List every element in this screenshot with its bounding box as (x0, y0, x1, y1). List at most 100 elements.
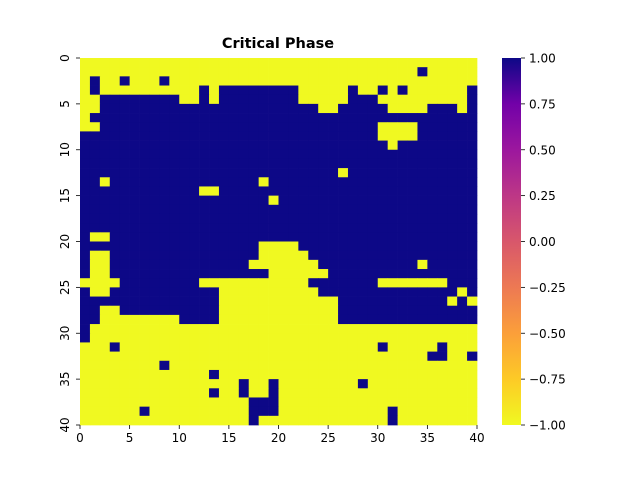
heatmap-cell (278, 223, 289, 233)
heatmap-cell (258, 168, 269, 178)
heatmap-cell (447, 342, 458, 352)
heatmap-cell (347, 94, 359, 105)
heatmap-cell (169, 305, 180, 316)
heatmap-cell (347, 324, 359, 334)
heatmap-cell (258, 406, 269, 417)
heatmap-cell (209, 369, 220, 380)
heatmap-cell (99, 250, 111, 261)
heatmap-cell (397, 278, 408, 288)
heatmap-cell (258, 296, 269, 307)
heatmap-cell (248, 351, 259, 362)
heatmap-cell (159, 241, 170, 252)
heatmap-cell (298, 324, 309, 334)
heatmap-cell (169, 76, 180, 86)
heatmap-cell (357, 324, 369, 334)
heatmap-cell (238, 314, 250, 325)
heatmap-cell (387, 278, 398, 288)
heatmap-cell (397, 369, 408, 380)
heatmap-cell (228, 168, 240, 178)
heatmap-cell (288, 195, 299, 206)
heatmap-cell (387, 259, 398, 270)
heatmap-cell (367, 351, 379, 362)
heatmap-cell (427, 406, 438, 417)
heatmap-cell (328, 241, 339, 252)
heatmap-cell (119, 58, 130, 68)
heatmap-cell (338, 122, 349, 132)
heatmap-cell (417, 241, 428, 252)
heatmap-cell (99, 76, 111, 86)
heatmap-cell (318, 351, 329, 362)
heatmap-cell (218, 158, 230, 169)
heatmap-cell (318, 76, 329, 86)
heatmap-cell (278, 388, 289, 398)
heatmap-cell (99, 67, 111, 77)
heatmap-cell (248, 278, 259, 288)
heatmap-cell (199, 269, 210, 279)
heatmap-cell (457, 232, 468, 242)
heatmap-cell (258, 351, 269, 362)
heatmap-cell (228, 158, 240, 169)
heatmap-cell (417, 250, 428, 261)
heatmap-cell (218, 388, 230, 398)
heatmap-cell (119, 360, 130, 371)
heatmap-cell (377, 278, 389, 288)
heatmap-cell (169, 415, 180, 426)
heatmap-cell (417, 379, 428, 389)
heatmap-cell (357, 351, 369, 362)
heatmap-cell (149, 85, 160, 96)
heatmap-cell (367, 76, 379, 86)
heatmap-cell (308, 158, 319, 169)
heatmap-cell (169, 342, 180, 352)
heatmap-cell (288, 241, 299, 252)
heatmap-cell (407, 149, 418, 160)
heatmap-cell (427, 296, 438, 307)
heatmap-cell (159, 415, 170, 426)
heatmap-cell (189, 259, 200, 270)
heatmap-cell (258, 415, 269, 426)
heatmap-cell (99, 195, 111, 206)
heatmap-cell (218, 223, 230, 233)
heatmap-cell (169, 85, 180, 96)
heatmap-cell (437, 287, 448, 297)
heatmap-cell (99, 113, 111, 123)
heatmap-cell (397, 223, 408, 233)
heatmap-cell (218, 397, 230, 407)
heatmap-cell (139, 241, 150, 252)
heatmap-cell (209, 85, 220, 96)
heatmap-cell (169, 195, 180, 206)
heatmap-cell (268, 122, 279, 132)
heatmap-cell (387, 360, 398, 371)
heatmap-cell (159, 122, 170, 132)
heatmap-cell (238, 379, 250, 389)
heatmap-cell (80, 94, 91, 105)
heatmap-cell (387, 76, 398, 86)
heatmap-cell (258, 250, 269, 261)
heatmap-cell (159, 94, 170, 105)
heatmap-cell (139, 186, 150, 196)
heatmap-cell (298, 241, 309, 252)
heatmap-cell (129, 232, 140, 242)
heatmap-cell (387, 213, 398, 224)
heatmap-cell (467, 259, 478, 270)
heatmap-cell (347, 131, 359, 141)
heatmap-cell (89, 388, 101, 398)
heatmap-cell (99, 149, 111, 160)
heatmap-cell (129, 305, 140, 316)
heatmap-cell (427, 213, 438, 224)
heatmap-cell (387, 177, 398, 187)
heatmap-cell (387, 113, 398, 123)
heatmap-cell (139, 113, 150, 123)
heatmap-cell (427, 269, 438, 279)
heatmap-cell (149, 287, 160, 297)
heatmap-cell (268, 177, 279, 187)
heatmap-cell (328, 149, 339, 160)
heatmap-cell (278, 369, 289, 380)
colorbar-tick-label: −0.75 (529, 373, 566, 387)
heatmap-cell (268, 397, 279, 407)
heatmap-cell (298, 296, 309, 307)
heatmap-cell (338, 177, 349, 187)
heatmap-cell (427, 204, 438, 215)
heatmap-cell (228, 223, 240, 233)
heatmap-cell (228, 397, 240, 407)
